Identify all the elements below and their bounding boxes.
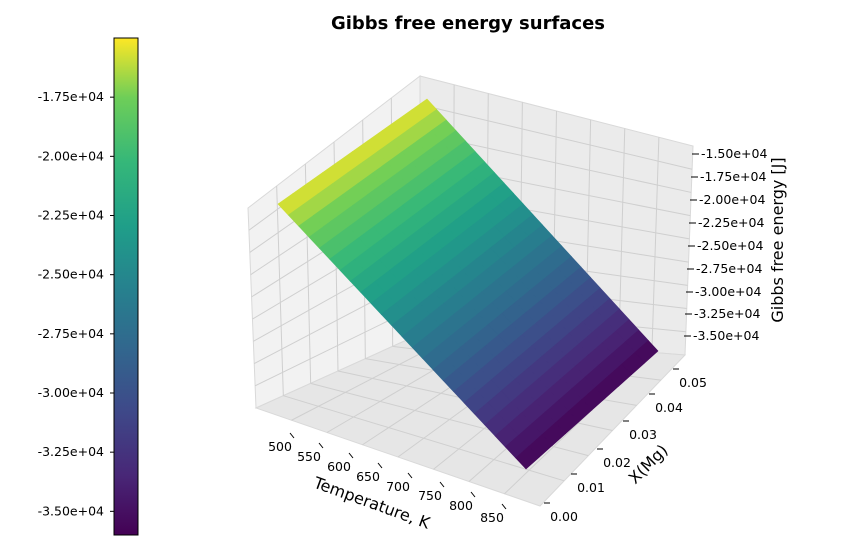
y-tick-label: 0.02 — [603, 455, 631, 470]
x-tick — [407, 472, 413, 479]
x-tick-label: 850 — [480, 510, 504, 525]
z-tick-label: -2.50e+04 — [697, 238, 763, 253]
y-axis-label: X(Mg) — [625, 441, 672, 488]
x-tick — [318, 442, 324, 449]
y-tick-label: 0.04 — [655, 400, 683, 415]
surface-patch — [634, 340, 659, 364]
gridline — [419, 104, 693, 170]
x-tick-label: 800 — [449, 498, 473, 513]
y-axis-ticks: 0.00 0.01 0.02 0.03 0.04 0.05 — [544, 368, 707, 524]
z-tick-label: -2.75e+04 — [696, 261, 762, 276]
x-tick-label: 500 — [268, 439, 292, 454]
colorbar-tick-label: -3.50e+04 — [38, 503, 104, 518]
x-tick — [289, 432, 295, 439]
colorbar-gradient — [113, 37, 139, 536]
x-tick-label: 650 — [356, 469, 380, 484]
z-axis-ticks: -1.50e+04 -1.75e+04 -2.00e+04 -2.25e+04 -2.5… — [684, 146, 767, 343]
x-tick — [470, 491, 476, 498]
z-tick-label: -1.75e+04 — [700, 169, 766, 184]
gridline — [651, 137, 660, 353]
colorbar-tick-label: -2.25e+04 — [38, 208, 104, 223]
x-axis-ticks: 500 550 600 650 700 750 800 850 — [268, 432, 507, 525]
z-tick-label: -3.00e+04 — [695, 284, 761, 299]
x-tick — [501, 503, 507, 510]
colorbar-tick-label: -2.00e+04 — [38, 148, 104, 163]
y-tick-label: 0.03 — [629, 427, 657, 442]
gridline — [283, 395, 565, 482]
z-tick-label: -2.00e+04 — [699, 192, 765, 207]
x-tick — [439, 481, 445, 488]
colorbar-tick-label: -1.75e+04 — [38, 89, 104, 104]
z-tick-label: -3.50e+04 — [693, 328, 759, 343]
z-axis-label: Gibbs free energy [J] — [768, 157, 787, 322]
colorbar-tick-label: -3.00e+04 — [38, 385, 104, 400]
colorbar-tick-label: -2.75e+04 — [38, 326, 104, 341]
x-tick-label: 550 — [297, 449, 321, 464]
z-tick-label: -2.25e+04 — [698, 215, 764, 230]
z-tick-label: -3.25e+04 — [694, 306, 760, 321]
chart-title: Gibbs free energy surfaces — [331, 13, 605, 34]
x-tick-label: 750 — [418, 488, 442, 503]
y-tick-label: 0.01 — [577, 480, 605, 495]
x-tick-label: 700 — [386, 479, 410, 494]
z-tick-label: -1.50e+04 — [701, 146, 767, 161]
y-tick-label: 0.00 — [550, 509, 578, 524]
gridline — [276, 185, 284, 396]
x-tick — [348, 452, 354, 459]
x-tick-label: 600 — [327, 459, 351, 474]
energy-surface — [277, 98, 659, 470]
y-tick-label: 0.05 — [679, 375, 707, 390]
colorbar-ticks: -1.75e+04 -2.00e+04 -2.25e+04 -2.50e+04 -2.7… — [38, 89, 114, 518]
colorbar-tick-label: -2.50e+04 — [38, 267, 104, 282]
x-tick — [377, 462, 383, 469]
colorbar: -1.75e+04 -2.00e+04 -2.25e+04 -2.50e+04 -2.7… — [38, 37, 139, 536]
colorbar-tick-label: -3.25e+04 — [38, 444, 104, 459]
